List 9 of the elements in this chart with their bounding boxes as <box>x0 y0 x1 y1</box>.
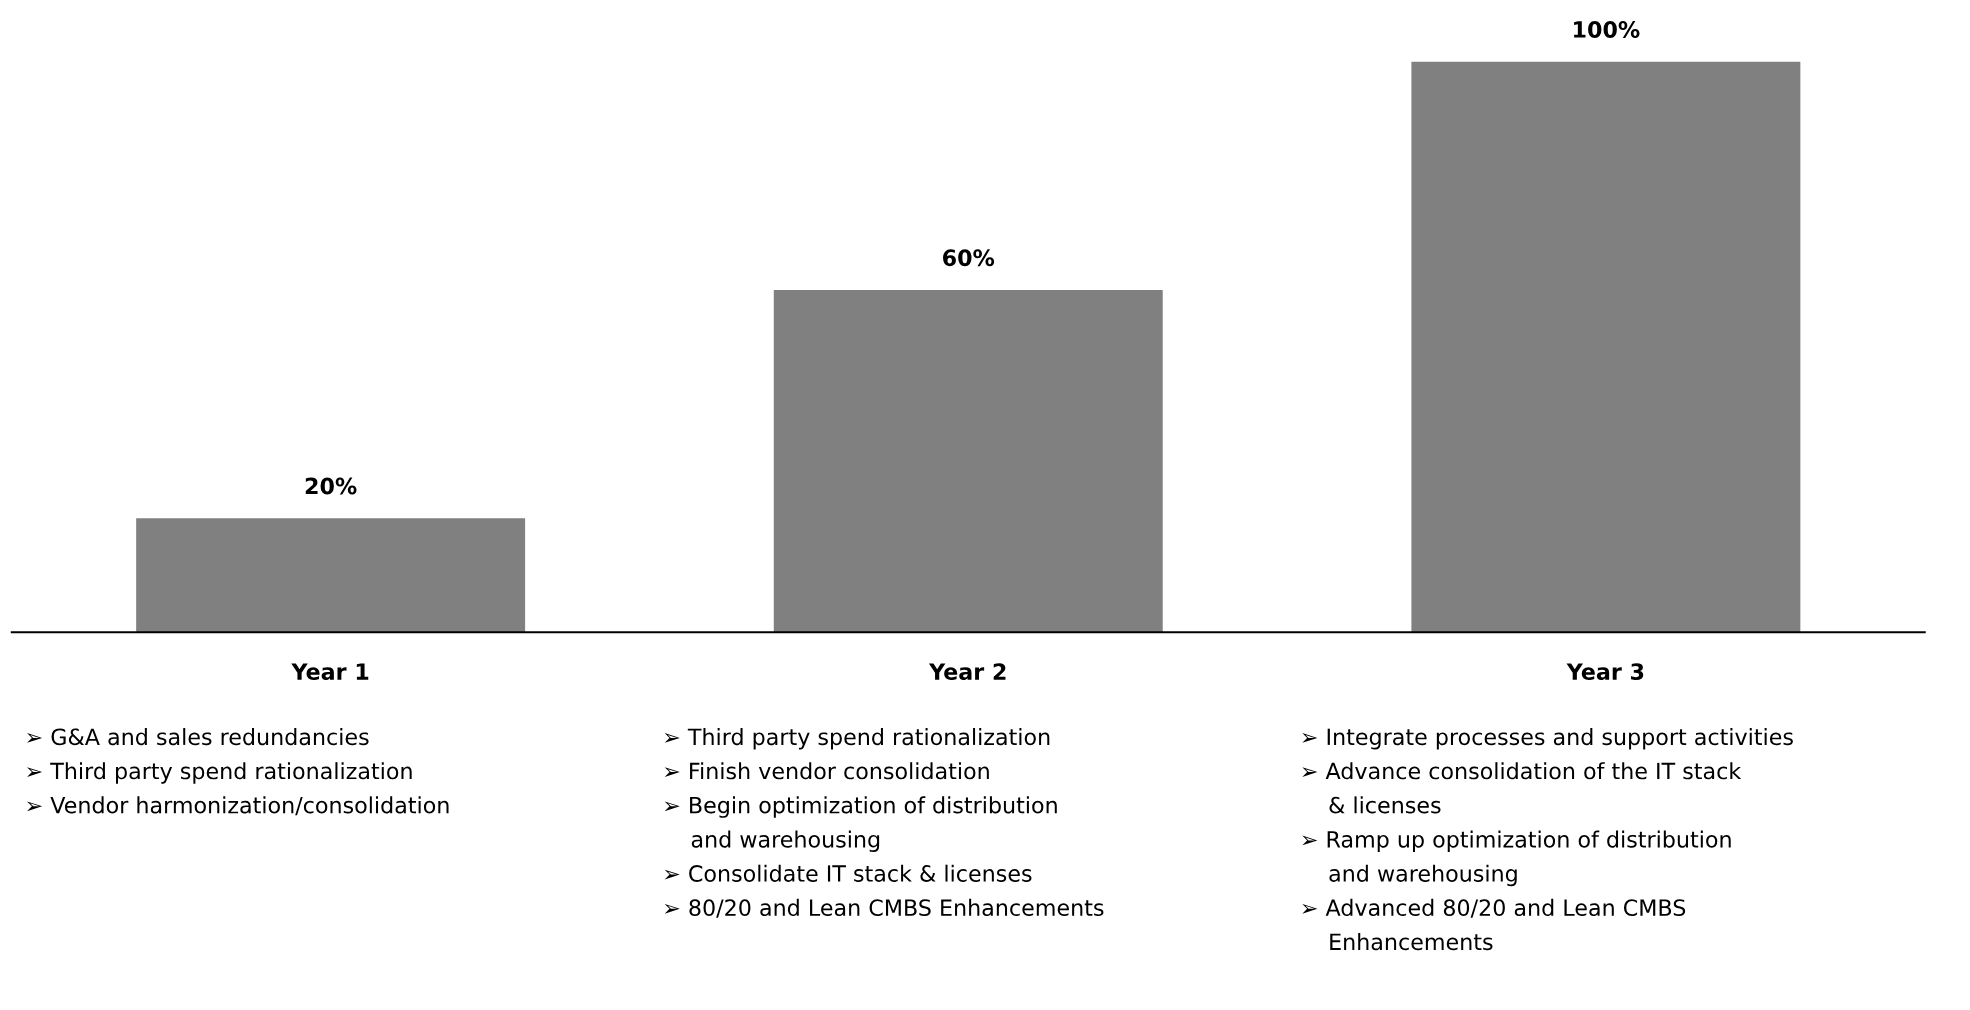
data-label: 60% <box>943 249 995 267</box>
x-tick-label: Year 2 <box>928 663 1006 681</box>
text: ➢ G&A and sales redundancies ➢ Third party spend rationalization ➢ Vendor harmonization/consolidation <box>27 728 449 816</box>
data-label: 100% <box>1574 21 1640 38</box>
text: ➢ Integrate processes and support activities ➢ Advance consolidation of the IT stack & licenses ➢ Ramp up optimization of distribution and warehousing ➢ Advanced 80/20 and Lean CMBS Enhancements <box>1302 728 1793 951</box>
x-tick-label: Year 1 <box>291 663 369 681</box>
text: ➢ Third party spend rationalization ➢ Finish vendor consolidation ➢ Begin optimization of distribution and warehousing ➢ Consolidate IT stack & licenses ➢ 80/20 and Lean CMBS Enhancements <box>664 728 1104 918</box>
data-label: 20% <box>305 477 357 495</box>
x-tick-label: Year 3 <box>1566 663 1644 681</box>
